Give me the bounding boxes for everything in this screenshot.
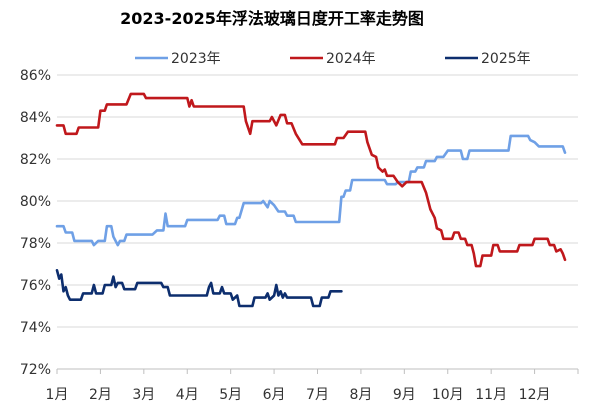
series-line-2023年 bbox=[55, 134, 567, 247]
legend: 2023年 2024年 2025年 bbox=[135, 51, 531, 67]
x-tick-label: 11月 bbox=[475, 387, 507, 403]
legend-label: 2025年 bbox=[481, 51, 531, 67]
y-tick-label: 86% bbox=[20, 68, 51, 84]
x-axis: 1月 2月 3月 4月 5月 6月 7月 8月 9月 10月 11月 12月 bbox=[46, 368, 579, 403]
x-tick-label: 12月 bbox=[519, 387, 551, 403]
y-axis: 72% 74% 76% 78% 80% 82% 84% 86% bbox=[20, 68, 51, 378]
series-line-2025年 bbox=[55, 269, 343, 308]
x-tick-label: 8月 bbox=[349, 387, 372, 403]
y-tick-label: 72% bbox=[20, 362, 51, 378]
legend-label: 2024年 bbox=[326, 51, 376, 67]
x-tick-label: 5月 bbox=[219, 387, 242, 403]
x-tick-label: 9月 bbox=[393, 387, 416, 403]
x-tick-label: 2月 bbox=[89, 387, 112, 403]
x-tick-label: 4月 bbox=[176, 387, 199, 403]
plot-area bbox=[55, 92, 567, 308]
x-tick-label: 7月 bbox=[306, 387, 329, 403]
legend-label: 2023年 bbox=[171, 51, 221, 67]
y-tick-label: 84% bbox=[20, 110, 51, 126]
x-tick-label: 6月 bbox=[263, 387, 286, 403]
y-tick-label: 74% bbox=[20, 320, 51, 336]
gridlines bbox=[57, 74, 578, 328]
y-tick-label: 82% bbox=[20, 152, 51, 168]
y-tick-label: 80% bbox=[20, 194, 51, 210]
x-tick-label: 10月 bbox=[432, 387, 464, 403]
chart-title: 2023-2025年浮法玻璃日度开工率走势图 bbox=[120, 9, 424, 28]
y-tick-label: 76% bbox=[20, 278, 51, 294]
series-line-2024年 bbox=[55, 92, 567, 268]
x-tick-label: 3月 bbox=[132, 387, 155, 403]
x-tick-label: 1月 bbox=[46, 387, 69, 403]
y-tick-label: 78% bbox=[20, 236, 51, 252]
